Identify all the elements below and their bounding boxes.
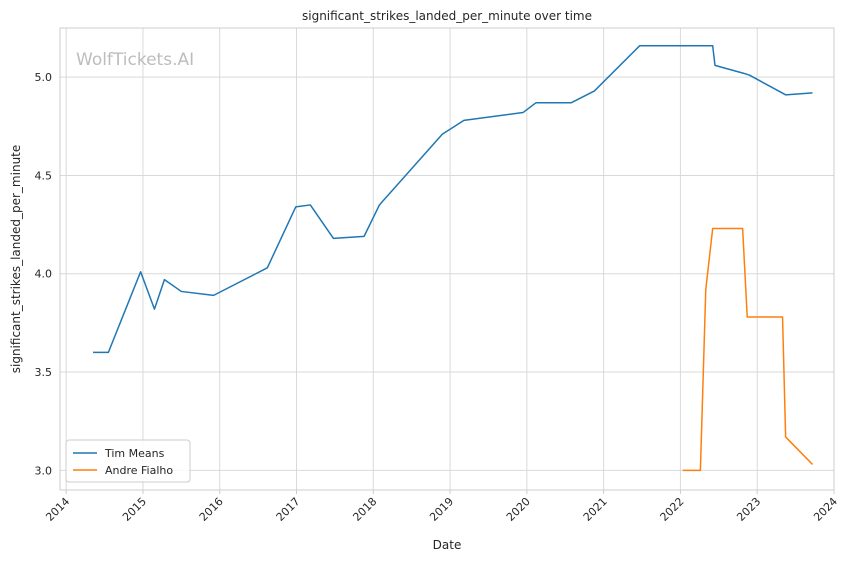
y-tick-label: 4.0 bbox=[35, 268, 53, 281]
y-tick-label: 5.0 bbox=[35, 71, 53, 84]
legend: Tim Means Andre Fialho bbox=[65, 439, 191, 483]
series-line-tim-means bbox=[93, 44, 813, 354]
y-tick-label: 3.5 bbox=[35, 366, 53, 379]
x-axis-title: Date bbox=[433, 538, 462, 552]
plot-area-border bbox=[59, 27, 835, 491]
legend-label: Andre Fialho bbox=[105, 464, 173, 477]
y-axis-title: significant_strikes_landed_per_minute bbox=[9, 145, 23, 374]
y-axis-ticks: 3.0 3.5 4.0 4.5 5.0 bbox=[35, 71, 53, 477]
legend-label: Tim Means bbox=[104, 447, 165, 460]
y-tick-label: 4.5 bbox=[35, 169, 53, 182]
series-line-andre-fialho bbox=[682, 227, 814, 472]
watermark: WolfTickets.AI bbox=[76, 50, 194, 70]
y-tick-label: 3.0 bbox=[35, 464, 53, 477]
chart-title: significant_strikes_landed_per_minute ov… bbox=[302, 9, 592, 23]
legend-box bbox=[65, 439, 191, 483]
series-lines bbox=[93, 44, 814, 472]
